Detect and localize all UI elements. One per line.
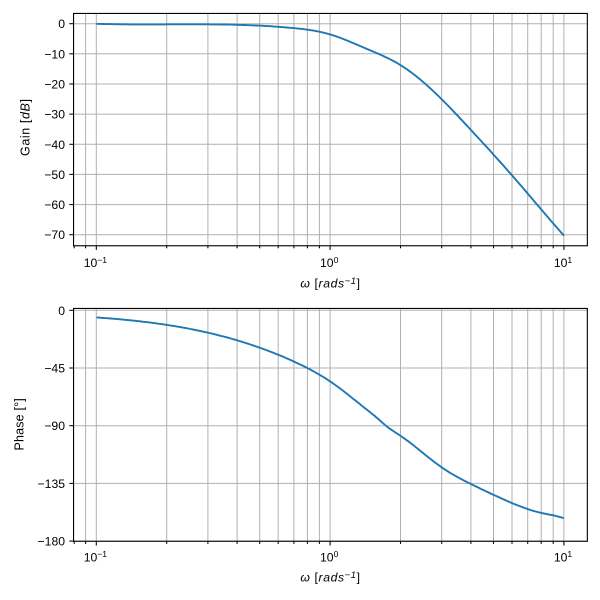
svg-text:0: 0: [58, 304, 65, 318]
svg-text:Phase [°]: Phase [°]: [13, 398, 27, 450]
svg-text:−30: −30: [44, 108, 65, 122]
svg-text:−60: −60: [44, 198, 65, 212]
svg-text:−10: −10: [44, 47, 65, 61]
svg-text:−180: −180: [38, 535, 66, 549]
svg-text:−20: −20: [44, 78, 65, 92]
svg-text:−50: −50: [44, 168, 65, 182]
svg-text:−70: −70: [44, 228, 65, 242]
svg-text:−135: −135: [38, 477, 66, 491]
svg-text:0: 0: [58, 17, 65, 31]
svg-text:−45: −45: [44, 362, 65, 376]
svg-text:−90: −90: [44, 419, 65, 433]
svg-text:−40: −40: [44, 138, 65, 152]
svg-text:Gain [dB]: Gain [dB]: [19, 98, 33, 156]
